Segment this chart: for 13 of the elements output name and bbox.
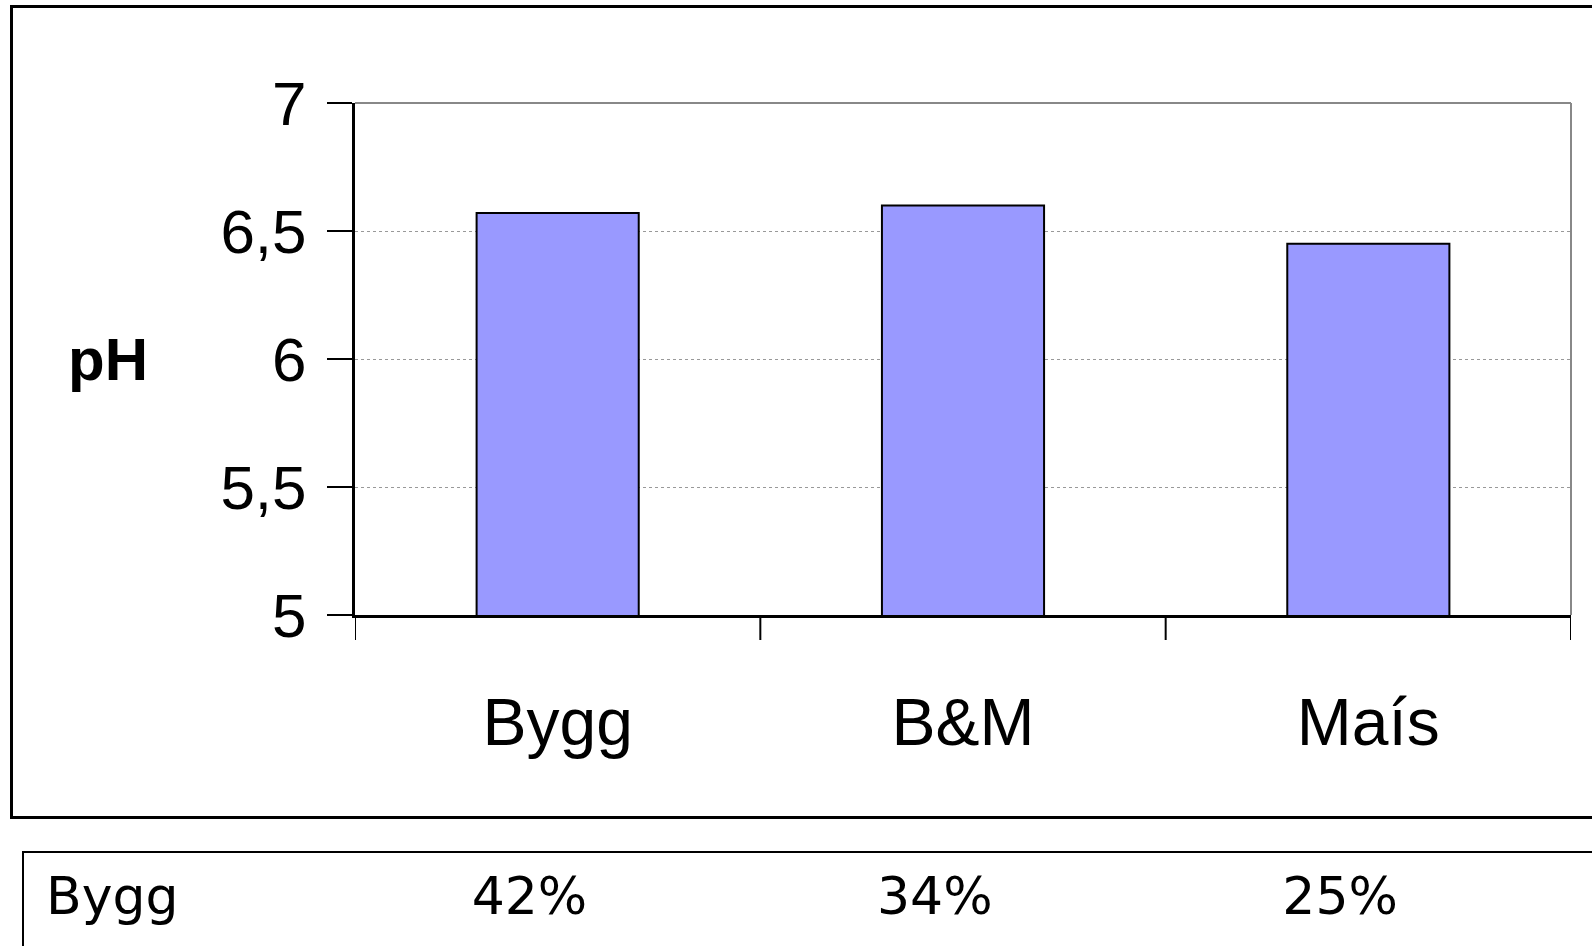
x-tick-label: Maís xyxy=(1296,685,1440,760)
y-tick-label: 6,5 xyxy=(220,196,307,266)
y-tick-label: 5 xyxy=(272,580,307,650)
x-tick-label: B&M xyxy=(891,685,1035,760)
y-axis-title: pH xyxy=(68,326,148,393)
x-tick-label: Bygg xyxy=(482,685,633,760)
text: 34% xyxy=(877,866,993,926)
y-tick-label: 7 xyxy=(272,68,307,138)
text: 25% xyxy=(1282,866,1398,926)
text: Bygg xyxy=(46,866,179,926)
y-tick-label: 5,5 xyxy=(220,452,307,522)
y-tick-label: 6 xyxy=(272,324,307,394)
text: 42% xyxy=(471,866,588,926)
